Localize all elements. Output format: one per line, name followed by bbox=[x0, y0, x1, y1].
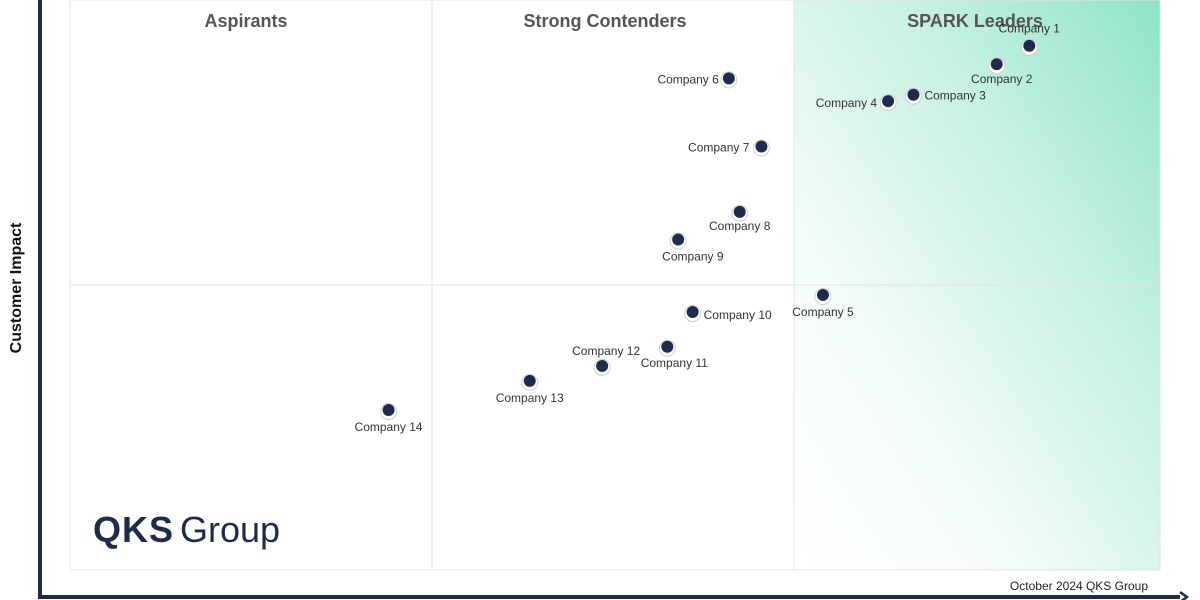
label-company-5: Company 5 bbox=[792, 305, 854, 319]
quadrant-title-strong-contenders: Strong Contenders bbox=[523, 11, 686, 31]
point-company-3 bbox=[907, 88, 920, 101]
label-company-9: Company 9 bbox=[662, 250, 724, 264]
point-company-5 bbox=[816, 288, 829, 301]
label-company-14: Company 14 bbox=[355, 420, 423, 434]
point-company-4 bbox=[882, 95, 895, 108]
point-company-14 bbox=[382, 403, 395, 416]
point-company-2 bbox=[990, 58, 1003, 71]
point-company-1 bbox=[1023, 39, 1036, 52]
label-company-1: Company 1 bbox=[999, 22, 1061, 36]
quadrant-title-aspirants: Aspirants bbox=[204, 11, 287, 31]
point-company-8 bbox=[733, 205, 746, 218]
label-company-3: Company 3 bbox=[924, 89, 986, 103]
point-company-7 bbox=[755, 140, 768, 153]
label-company-13: Company 13 bbox=[496, 391, 564, 405]
label-company-8: Company 8 bbox=[709, 219, 771, 233]
label-company-6: Company 6 bbox=[657, 72, 719, 86]
label-company-4: Company 4 bbox=[816, 96, 878, 110]
label-company-7: Company 7 bbox=[688, 141, 750, 155]
footer-credit: October 2024 QKS Group bbox=[1009, 579, 1148, 593]
logo-bold-text: QKS bbox=[93, 509, 175, 550]
point-company-6 bbox=[722, 72, 735, 85]
point-company-13 bbox=[523, 374, 536, 387]
point-company-11 bbox=[661, 340, 674, 353]
label-company-12: Company 12 bbox=[572, 344, 640, 358]
label-company-10: Company 10 bbox=[704, 308, 772, 322]
logo-light-text: Group bbox=[180, 509, 281, 550]
point-company-9 bbox=[672, 233, 685, 246]
data-points: Company 1 Company 2 Company 3 Company 4 Comp… bbox=[355, 22, 1061, 434]
label-company-11: Company 11 bbox=[641, 356, 708, 370]
qks-group-logo: QKS Group bbox=[93, 512, 280, 548]
label-company-2: Company 2 bbox=[971, 72, 1033, 86]
point-company-10 bbox=[686, 305, 699, 318]
quadrant-title-spark-leaders: SPARK Leaders bbox=[907, 11, 1043, 31]
point-company-12 bbox=[596, 359, 609, 372]
